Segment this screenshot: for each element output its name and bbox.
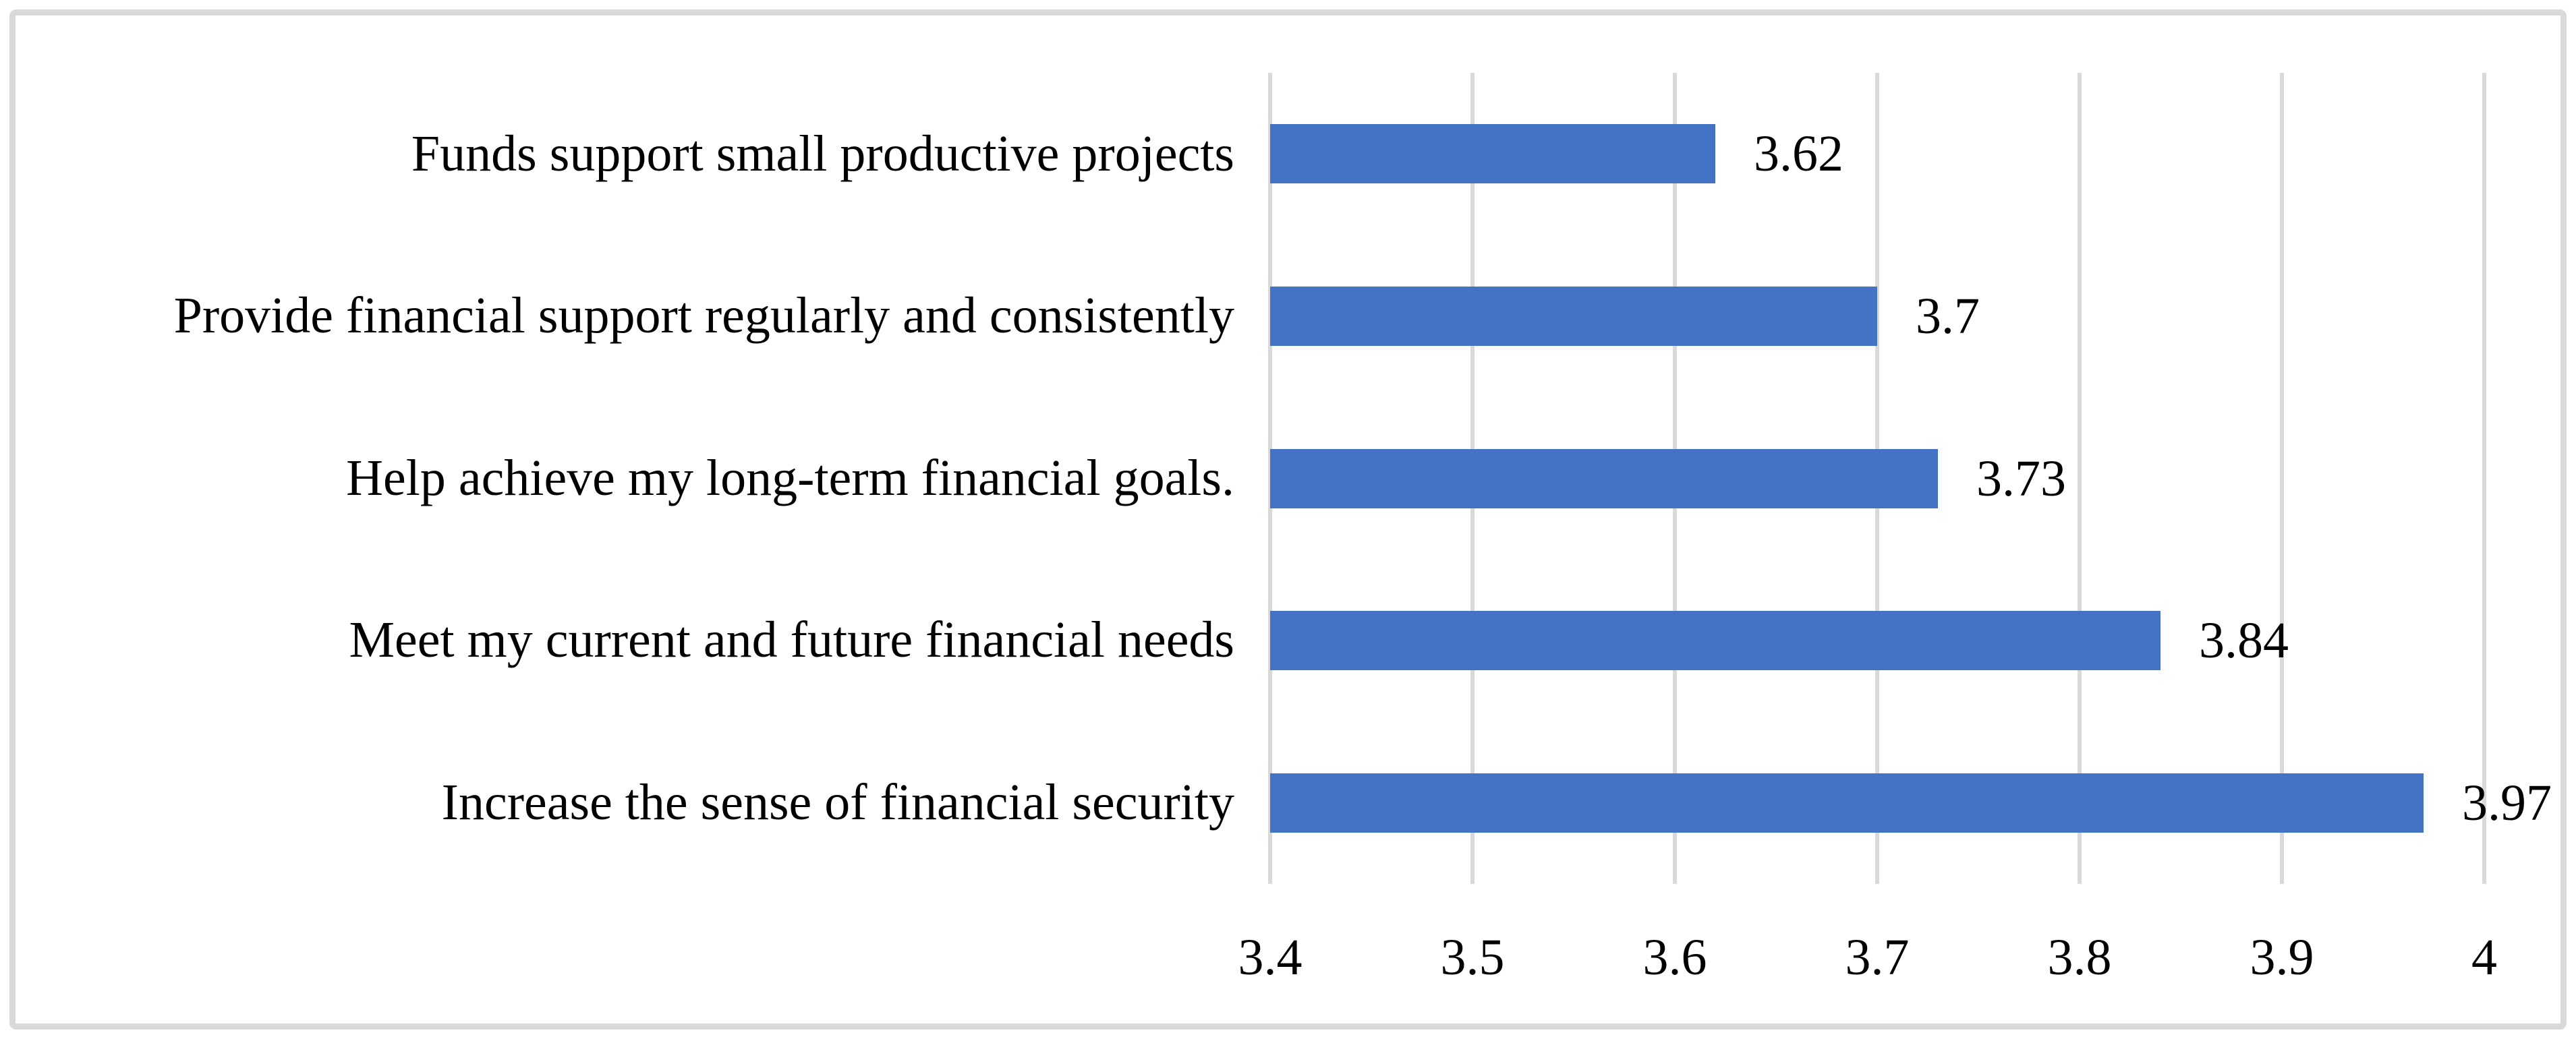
bar-value-label: 3.97 [2462,774,2552,831]
bar-value-label: 3.73 [1976,450,2066,507]
x-axis-tick-label: 3.5 [1440,929,1505,986]
bar [1270,124,1715,184]
x-axis-tick-label: 3.8 [2047,929,2112,986]
bar [1270,773,2424,833]
bar [1270,611,2160,671]
category-axis-label: Help achieve my long-term financial goal… [346,449,1234,506]
gridline [2280,73,2284,884]
bar [1270,286,1877,346]
x-axis-tick-label: 4 [2471,929,2497,986]
x-axis-tick-label: 3.9 [2250,929,2314,986]
category-axis-label: Increase the sense of financial security [441,773,1234,831]
category-axis-label: Provide financial support regularly and … [173,287,1234,345]
bar-value-label: 3.7 [1916,287,1980,345]
bar-value-label: 3.84 [2199,612,2289,670]
x-axis-tick-label: 3.4 [1238,929,1303,986]
gridline [2482,73,2486,884]
x-axis-tick-label: 3.7 [1845,929,1910,986]
category-axis-label: Meet my current and future financial nee… [349,612,1234,669]
x-axis-tick-label: 3.6 [1642,929,1707,986]
bar [1270,448,1938,508]
category-axis-label: Funds support small productive projects [411,125,1234,182]
bar-value-label: 3.62 [1754,125,1843,183]
gridline [2078,73,2082,884]
